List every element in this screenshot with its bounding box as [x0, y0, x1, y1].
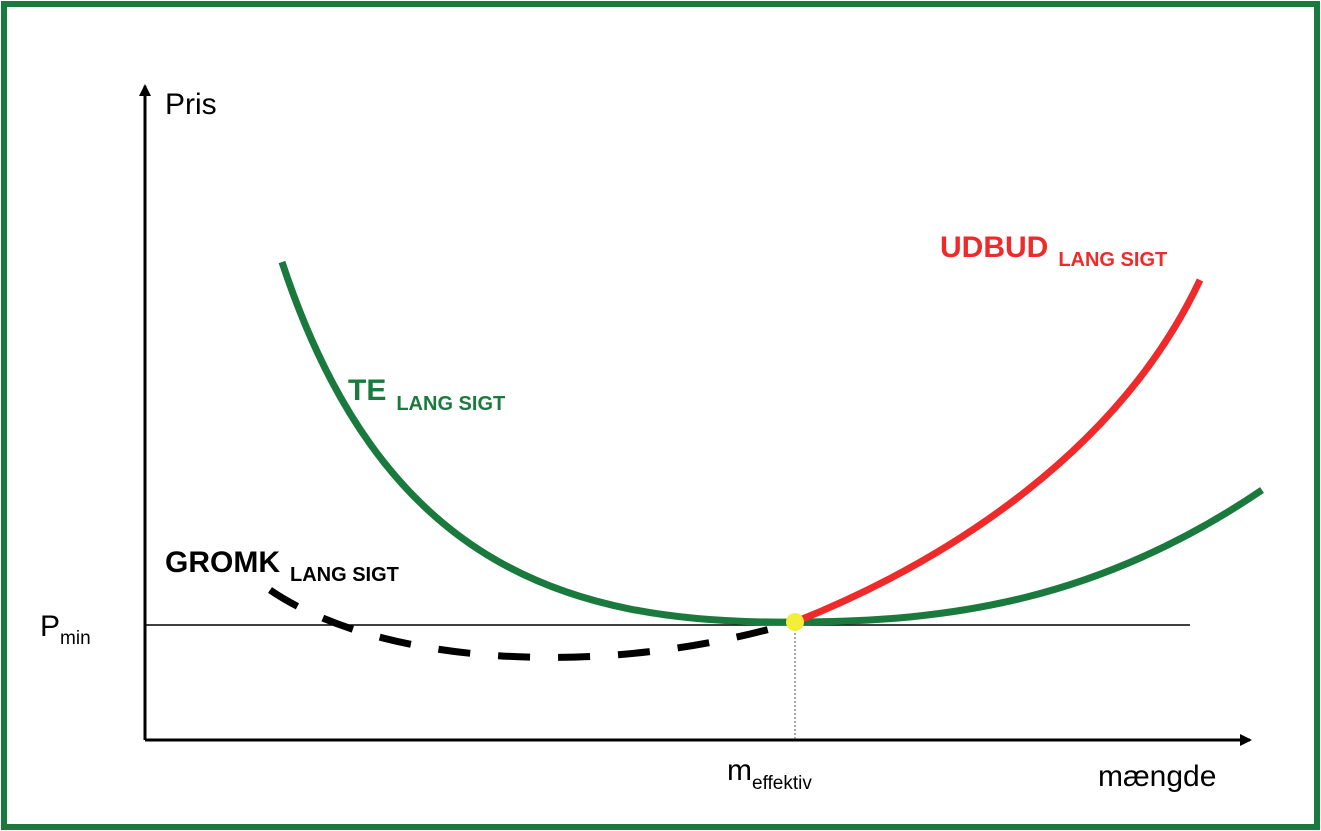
m-effektiv-main: m: [727, 754, 752, 787]
gromk-label: GROMK LANG SIGT: [165, 546, 399, 586]
udbud-sub: LANG SIGT: [1058, 249, 1167, 271]
x-axis-label: mængde: [1098, 760, 1216, 793]
gromk-sub: LANG SIGT: [290, 564, 399, 586]
te-main: TE: [348, 374, 386, 407]
udbud-curve: [793, 278, 1204, 626]
p-min-sub: min: [60, 628, 91, 649]
gromk-main: GROMK: [165, 546, 280, 579]
p-min-main: P: [40, 610, 60, 643]
gromk-curve: [268, 587, 796, 661]
udbud-main: UDBUD: [940, 231, 1048, 264]
y-axis-label: Pris: [165, 88, 217, 121]
m-effektiv-label: meffektiv: [727, 754, 812, 794]
te-label: TE LANG SIGT: [348, 374, 505, 415]
te-sub: LANG SIGT: [396, 393, 505, 415]
udbud-label: UDBUD LANG SIGT: [940, 231, 1167, 271]
equilibrium-point: [786, 613, 804, 631]
p-min-label: Pmin: [40, 610, 91, 649]
m-effektiv-sub: effektiv: [752, 773, 812, 794]
te-curve: [278, 260, 1264, 626]
